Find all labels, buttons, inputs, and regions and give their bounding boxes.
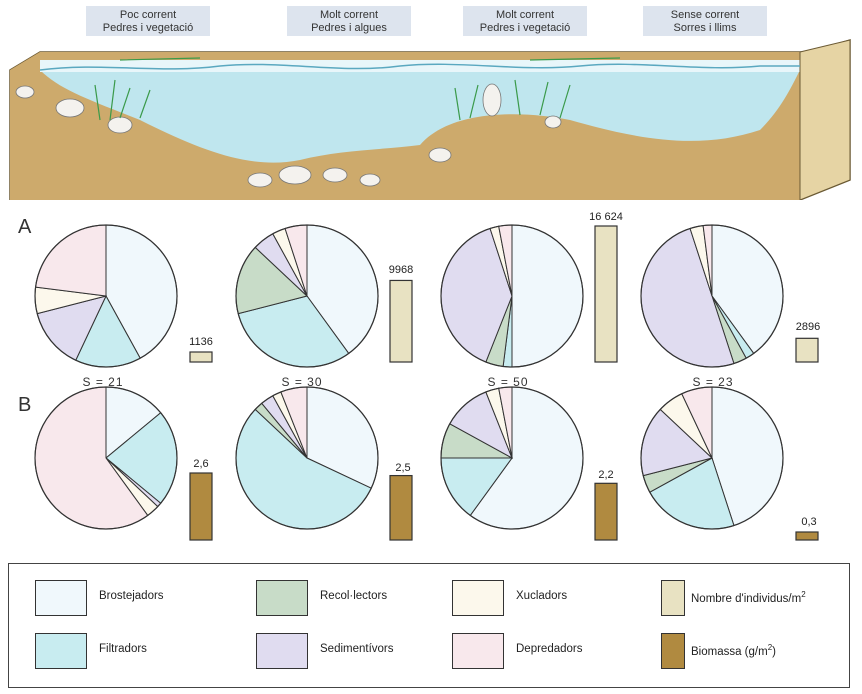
- pie-outline-b-2: [235, 386, 379, 530]
- zone-1-line2: Pedres i vegetació: [102, 22, 194, 34]
- pie-outline-b-1: [34, 386, 178, 530]
- bar-b-4: [795, 531, 819, 541]
- legend-biomassa-text: Biomassa (g/m: [691, 645, 768, 658]
- bar-a-1: [189, 351, 213, 363]
- zone-header-2: Molt corrent Pedres i algues: [287, 6, 411, 36]
- pie-slice-a-3-brostejadors: [511, 224, 584, 368]
- legend-label-depredadors: Depredadors: [516, 643, 583, 655]
- s-label-3: S = 50: [487, 375, 529, 389]
- legend-label-sedimentivors: Sedimentívors: [320, 643, 394, 655]
- pie-slice-a-1-depredadors: [35, 224, 107, 297]
- legend-biomassa-end: ): [772, 645, 776, 658]
- legend-swatch-brostejadors: [35, 580, 87, 616]
- s-label-1: S = 21: [82, 375, 124, 389]
- bar-label-a-3: 16 624: [589, 211, 623, 223]
- zone-2-line2: Pedres i algues: [311, 22, 387, 34]
- zone-header-1: Poc corrent Pedres i vegetació: [86, 6, 210, 36]
- s-label-4: S = 23: [692, 375, 734, 389]
- zone-1-line1: Poc corrent: [119, 9, 177, 21]
- bar-a-2: [389, 279, 413, 363]
- legend-label-individus: Nombre d'individus/m2: [691, 590, 806, 605]
- zone-3-line2: Pedres i vegetació: [479, 22, 571, 34]
- zone-header-4: Sense corrent Sorres i llims: [643, 6, 767, 36]
- bar-b-2: [389, 474, 413, 541]
- bar-label-b-2: 2,5: [395, 462, 411, 474]
- pie-and-bar-charts: [34, 224, 819, 541]
- bar-label-b-3: 2,2: [598, 469, 614, 481]
- legend-label-brostejadors: Brostejadors: [99, 590, 164, 602]
- legend-individus-text: Nombre d'individus/m: [691, 592, 802, 605]
- bar-label-b-1: 2,6: [193, 458, 209, 470]
- pie-outline-a-1: [34, 224, 178, 368]
- legend-label-recollectors: Recol·lectors: [320, 590, 388, 602]
- row-label-b: B: [18, 394, 32, 416]
- legend-biomassa-sup: 2: [767, 643, 773, 652]
- bar-b-1: [189, 472, 213, 541]
- s-label-2: S = 30: [281, 375, 323, 389]
- row-label-a: A: [18, 216, 32, 238]
- legend-swatch-individus: [661, 580, 685, 616]
- bar-a-4: [795, 337, 819, 363]
- zone-3-line1: Molt corrent: [495, 9, 555, 21]
- legend-label-biomassa: Biomassa (g/m2): [691, 643, 776, 658]
- legend: Brostejadors Filtradors Recol·lectors Se…: [8, 563, 850, 688]
- zone-4-line2: Sorres i llims: [673, 22, 737, 34]
- zone-2-line1: Molt corrent: [319, 9, 379, 21]
- legend-swatch-sedimentivors: [256, 633, 308, 669]
- zone-header-3: Molt corrent Pedres i vegetació: [463, 6, 587, 36]
- legend-label-xucladors: Xucladors: [516, 590, 568, 602]
- bar-label-a-1: 1136: [189, 336, 213, 348]
- bar-b-3: [594, 482, 618, 541]
- legend-label-filtradors: Filtradors: [99, 643, 147, 655]
- pie-outline-a-2: [235, 224, 379, 368]
- pie-outline-b-3: [440, 386, 584, 530]
- legend-swatch-filtradors: [35, 633, 87, 669]
- bar-a-3: [594, 225, 618, 363]
- river-cross-section-illustration: [9, 38, 851, 200]
- legend-individus-sup: 2: [801, 590, 806, 599]
- legend-swatch-depredadors: [452, 633, 504, 669]
- legend-swatch-biomassa: [661, 633, 685, 669]
- pie-outline-a-4: [640, 224, 784, 368]
- legend-swatch-recollectors: [256, 580, 308, 616]
- legend-swatch-xucladors: [452, 580, 504, 616]
- bar-label-a-2: 9968: [388, 264, 414, 276]
- bar-label-b-4: 0,3: [801, 516, 817, 528]
- zone-4-line1: Sense corrent: [670, 9, 740, 21]
- bar-label-a-4: 2896: [795, 321, 821, 333]
- pie-outline-b-4: [640, 386, 784, 530]
- pie-outline-a-3: [440, 224, 584, 368]
